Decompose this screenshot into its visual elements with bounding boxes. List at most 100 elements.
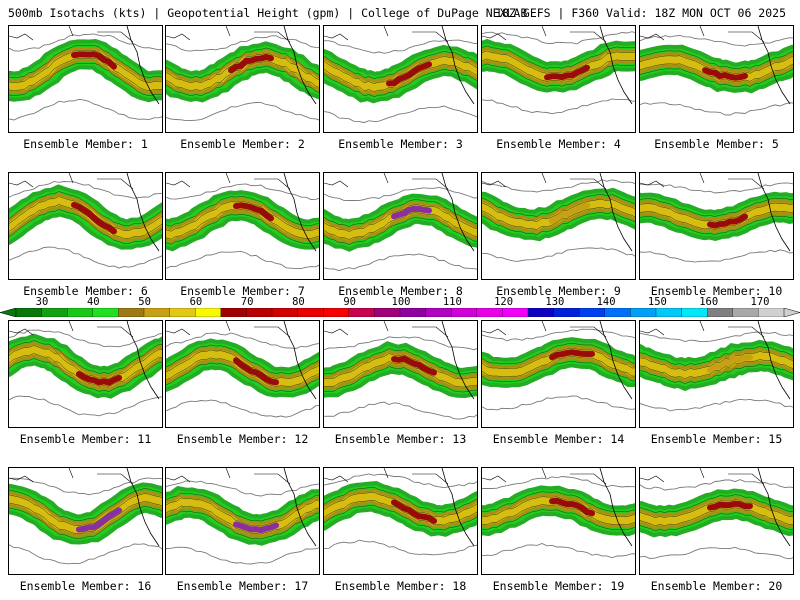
isotach-contour xyxy=(166,201,319,232)
isotach-contour xyxy=(324,56,477,84)
isotach-contour xyxy=(9,49,162,84)
member-map xyxy=(8,25,163,133)
scale-color-cell xyxy=(15,308,43,317)
member-map xyxy=(639,172,794,280)
jet-max-core xyxy=(549,202,590,224)
scale-color-cell xyxy=(220,308,247,317)
jet-max-core xyxy=(391,355,437,376)
height-contour xyxy=(482,31,635,45)
member-map-svg xyxy=(166,26,319,122)
scale-color-cell xyxy=(297,308,324,317)
member-caption: Ensemble Member: 15 xyxy=(650,432,783,446)
scale-color-cell xyxy=(348,308,375,317)
isotach-contour xyxy=(9,501,162,534)
coastline xyxy=(9,33,34,41)
isotach-contour xyxy=(640,197,793,217)
coastline xyxy=(640,328,665,336)
height-contour xyxy=(166,35,319,52)
jet-max-core xyxy=(391,499,437,524)
coastline xyxy=(9,475,34,483)
scale-tick-label: 120 xyxy=(494,296,514,308)
isotach-contour xyxy=(9,204,162,239)
coastline xyxy=(166,475,191,483)
height-contour xyxy=(640,331,793,343)
scale-arrow-left xyxy=(0,308,17,317)
scale-color-cell xyxy=(604,308,631,317)
isotach-contour xyxy=(640,512,793,531)
height-contour xyxy=(640,35,793,47)
height-contour xyxy=(166,546,319,565)
isotach-contour xyxy=(166,214,319,245)
member-caption: Ensemble Member: 5 xyxy=(654,137,779,151)
isotach-contour xyxy=(324,361,477,388)
member-map-svg xyxy=(482,26,635,115)
member-caption: Ensemble Member: 3 xyxy=(338,137,463,151)
isotach-contour xyxy=(640,68,793,87)
isotach-contour xyxy=(640,359,793,379)
isotach-contour xyxy=(482,504,635,526)
isotach-contour xyxy=(324,487,477,513)
height-contour xyxy=(324,105,477,124)
member-caption: Ensemble Member: 8 xyxy=(338,284,463,298)
ensemble-member-panel: Ensemble Member: 3 xyxy=(323,25,478,151)
isotach-contour xyxy=(482,212,635,235)
isotach-contour xyxy=(9,44,162,79)
isotach-contour xyxy=(166,357,319,387)
member-map xyxy=(8,172,163,280)
isotach-contour xyxy=(640,50,793,69)
isotach-contour xyxy=(640,210,793,230)
isotach-contour xyxy=(482,343,635,365)
scale-color-cell xyxy=(246,308,273,317)
isotach-contour xyxy=(9,209,162,244)
scale-color-cell xyxy=(143,308,171,317)
member-caption: Ensemble Member: 16 xyxy=(19,579,152,593)
boundary-line xyxy=(225,26,291,43)
member-map xyxy=(323,172,478,280)
scale-color-cell xyxy=(195,308,222,317)
isotach-contour xyxy=(482,50,635,74)
member-caption: Ensemble Member: 1 xyxy=(23,137,148,151)
ensemble-member-panel: Ensemble Member: 10 xyxy=(639,172,794,298)
boundary-line xyxy=(225,321,291,338)
member-map xyxy=(481,25,636,133)
isotach-contour xyxy=(166,209,319,240)
isotach-contour xyxy=(9,506,162,539)
isotach-contour xyxy=(9,358,162,392)
member-map-svg xyxy=(640,26,793,116)
boundary-line xyxy=(68,468,134,485)
isotach-contour xyxy=(324,492,477,518)
boundary-line xyxy=(699,26,765,43)
isotach-color-scale: 30 40 50 60 70 80 90 100 110 120 130 140 150 160 170 xyxy=(0,296,800,318)
scale-color-cell xyxy=(502,308,529,317)
height-contour xyxy=(9,329,162,348)
member-map-svg xyxy=(324,173,477,272)
boundary-line xyxy=(68,26,134,43)
height-contour xyxy=(324,336,477,351)
ensemble-member-panel: Ensemble Member: 15 xyxy=(639,320,794,446)
scale-color-cell xyxy=(707,308,734,317)
member-caption: Ensemble Member: 12 xyxy=(176,432,309,446)
boundary-line xyxy=(541,173,607,190)
height-contour xyxy=(166,399,319,418)
scale-color-cell xyxy=(655,308,683,317)
scale-tick-label: 60 xyxy=(189,296,203,308)
isotach-contour xyxy=(166,497,319,527)
member-map xyxy=(323,25,478,133)
height-contour xyxy=(166,250,319,270)
coastline xyxy=(482,33,507,41)
coastline xyxy=(9,328,34,336)
isotach-contour xyxy=(640,55,793,74)
jet-max-core xyxy=(386,61,432,87)
scale-tick-label: 110 xyxy=(442,296,462,308)
boundary-line xyxy=(541,26,607,43)
member-map xyxy=(8,320,163,428)
isotach-contour xyxy=(482,58,635,82)
height-contour xyxy=(324,539,477,556)
scale-arrow-right xyxy=(783,308,800,317)
header-title: 500mb Isotachs (kts) | Geopotential Heig… xyxy=(8,6,528,20)
isotach-contour xyxy=(166,47,319,78)
isotach-contour xyxy=(9,62,162,97)
isotach-contour xyxy=(9,196,162,231)
jet-max-core xyxy=(233,202,274,222)
height-contour xyxy=(640,398,793,412)
